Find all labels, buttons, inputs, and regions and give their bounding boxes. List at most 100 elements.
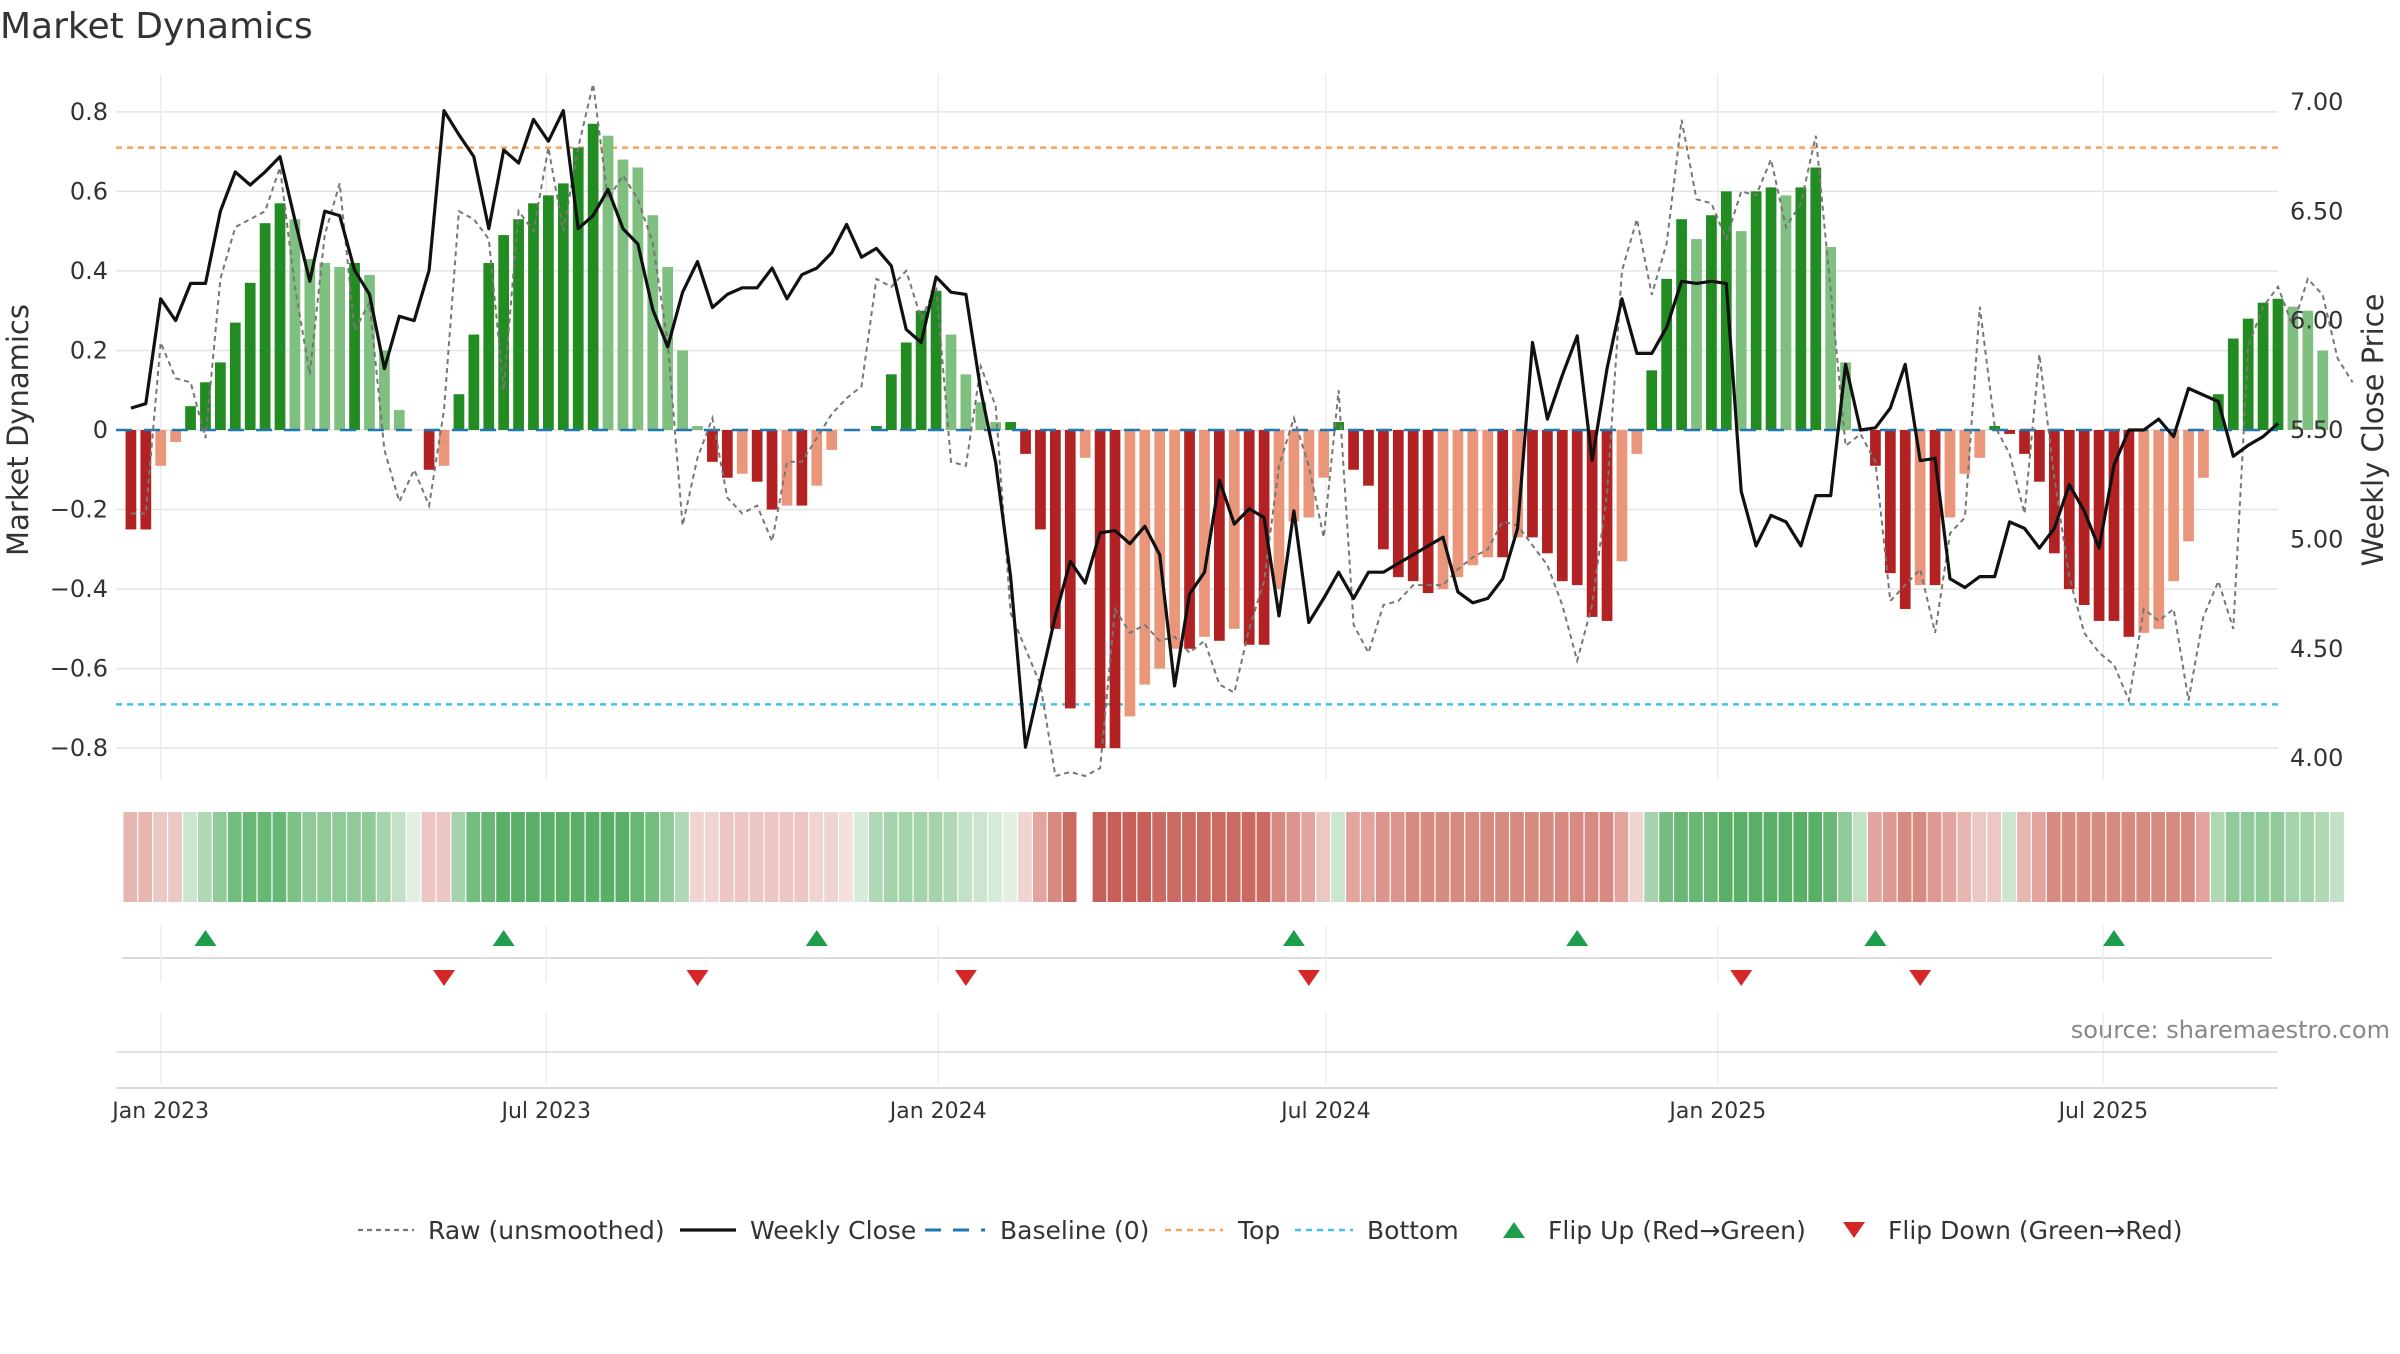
dynamics-bar bbox=[513, 219, 524, 430]
regime-cell bbox=[1331, 812, 1345, 902]
regime-cell bbox=[2106, 812, 2121, 902]
regime-cell bbox=[2225, 812, 2240, 902]
regime-cell bbox=[809, 812, 824, 902]
regime-cell bbox=[1748, 812, 1763, 902]
dynamics-bar bbox=[1870, 430, 1881, 466]
regime-cell bbox=[883, 812, 898, 902]
y2-tick-label: 6.00 bbox=[2290, 307, 2343, 335]
regime-cell bbox=[332, 812, 346, 902]
y-tick-label: −0.4 bbox=[50, 575, 108, 603]
y-tick-label: 0 bbox=[93, 416, 108, 444]
dynamics-bar bbox=[1542, 430, 1553, 554]
dynamics-bar bbox=[1169, 430, 1181, 649]
y2-axis-label: Weekly Close Price bbox=[2356, 294, 2390, 567]
regime-cell bbox=[2002, 812, 2016, 902]
regime-cell bbox=[2136, 812, 2151, 902]
dynamics-bar bbox=[692, 426, 703, 430]
regime-cell bbox=[1286, 812, 1301, 902]
flip-up-marker bbox=[492, 930, 515, 946]
dynamics-bar bbox=[975, 402, 987, 430]
dynamics-bar bbox=[930, 290, 942, 430]
flip-up-marker bbox=[1282, 930, 1305, 946]
dynamics-bar bbox=[1989, 426, 2001, 430]
dynamics-bar bbox=[1899, 430, 1911, 609]
regime-cell bbox=[585, 812, 600, 902]
regime-cell bbox=[2330, 812, 2344, 902]
regime-cell bbox=[645, 812, 660, 902]
regime-cell bbox=[1301, 812, 1316, 902]
x-tick-label: Jan 2024 bbox=[888, 1099, 987, 1124]
flip-down-marker bbox=[686, 970, 709, 986]
y2-tick-label: 5.50 bbox=[2290, 416, 2343, 444]
dynamics-bar bbox=[2108, 430, 2120, 621]
dynamics-bar bbox=[1318, 430, 1330, 478]
legend-label: Top bbox=[1237, 1216, 1280, 1245]
flip-panel bbox=[122, 926, 2272, 986]
regime-cell bbox=[123, 812, 138, 902]
regime-cell bbox=[1077, 812, 1092, 902]
regime-cell bbox=[615, 812, 630, 902]
dynamics-bar bbox=[274, 203, 286, 430]
regime-cell bbox=[1942, 812, 1957, 902]
y2-ticks: 7.00 6.50 6.00 5.50 5.00 4.50 4.00 bbox=[2290, 88, 2343, 772]
dynamics-bar bbox=[498, 235, 510, 430]
regime-cell bbox=[1241, 812, 1256, 902]
dynamics-bar bbox=[155, 430, 167, 466]
regime-cell bbox=[347, 812, 361, 902]
regime-cell bbox=[212, 812, 227, 902]
regime-strip bbox=[123, 812, 2344, 902]
dynamics-bar bbox=[1020, 430, 1031, 454]
regime-cell bbox=[1062, 812, 1077, 902]
regime-cell bbox=[719, 812, 734, 902]
regime-cell bbox=[734, 812, 749, 902]
dynamics-bar bbox=[1467, 430, 1479, 566]
dynamics-bar bbox=[1184, 430, 1195, 649]
regime-cell bbox=[1793, 812, 1808, 902]
dynamics-bar bbox=[1780, 195, 1792, 430]
dynamics-bar bbox=[721, 430, 733, 478]
dynamics-bar bbox=[766, 430, 778, 510]
dynamics-bar bbox=[319, 262, 331, 430]
regime-cell bbox=[1510, 812, 1524, 902]
dynamics-bar bbox=[1884, 430, 1896, 574]
regime-cell bbox=[1599, 812, 1614, 902]
dynamics-bar bbox=[587, 123, 599, 430]
regime-cell bbox=[794, 812, 809, 902]
dynamics-bar bbox=[1795, 187, 1807, 430]
regime-cell bbox=[824, 812, 838, 902]
regime-cell bbox=[913, 812, 928, 902]
regime-cell bbox=[2076, 812, 2091, 902]
dynamics-bar bbox=[1228, 430, 1240, 629]
x-tick-label: Jan 2025 bbox=[1667, 1099, 1766, 1124]
regime-cell bbox=[466, 812, 481, 902]
regime-cell bbox=[2046, 812, 2061, 902]
dynamics-bar bbox=[393, 410, 405, 430]
regime-cell bbox=[1092, 812, 1107, 902]
dynamics-bar bbox=[379, 350, 390, 430]
regime-cell bbox=[1689, 812, 1703, 902]
dynamics-bar bbox=[1527, 430, 1538, 538]
legend-item-flip_down: Flip Down (Green→Red) bbox=[1843, 1216, 2183, 1245]
regime-cell bbox=[1107, 812, 1122, 902]
dynamics-bar bbox=[1094, 430, 1106, 749]
regime-cell bbox=[1897, 812, 1912, 902]
regime-cell bbox=[1032, 812, 1047, 902]
regime-cell bbox=[1554, 812, 1569, 902]
regime-cell bbox=[511, 812, 525, 902]
regime-cell bbox=[1182, 812, 1196, 902]
regime-cell bbox=[1450, 812, 1465, 902]
regime-cell bbox=[600, 812, 615, 902]
dynamics-bar bbox=[1422, 430, 1434, 594]
dynamics-bar bbox=[349, 262, 360, 430]
dynamics-bar bbox=[945, 334, 957, 430]
regime-cell bbox=[1122, 812, 1137, 902]
lower-panel bbox=[116, 1012, 2278, 1089]
regime-cell bbox=[302, 812, 317, 902]
dynamics-bar bbox=[647, 215, 659, 430]
regime-cell bbox=[1614, 812, 1629, 902]
regime-cell bbox=[1271, 812, 1286, 902]
dynamics-bar bbox=[1765, 187, 1777, 430]
regime-cell bbox=[2091, 812, 2106, 902]
regime-cell bbox=[749, 812, 764, 902]
regime-cell bbox=[183, 812, 197, 902]
